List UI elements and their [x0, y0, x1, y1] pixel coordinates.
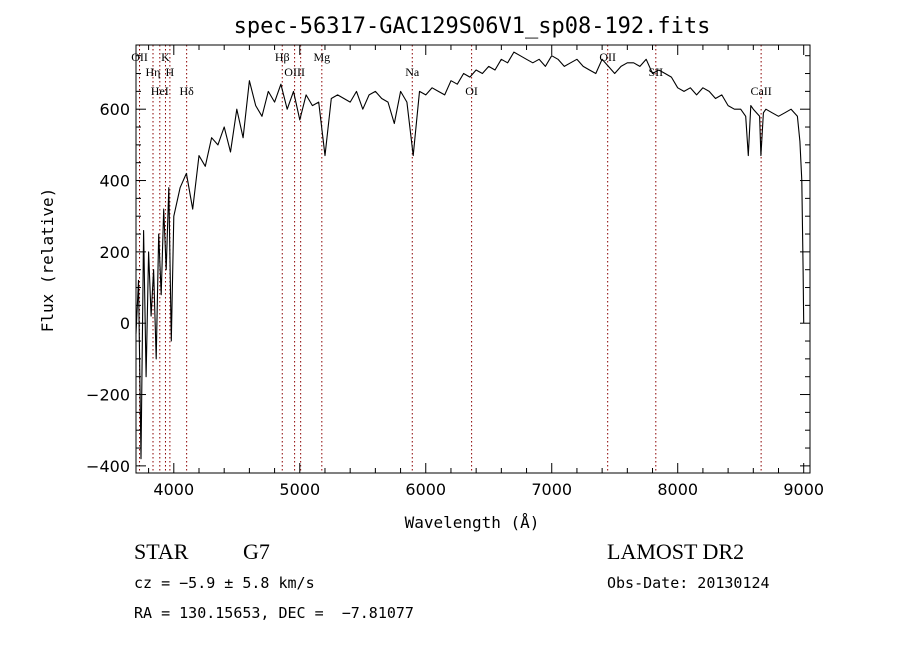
y-tick-label: −200	[86, 386, 130, 405]
y-tick-label: 200	[99, 243, 130, 262]
line-marker-label: Na	[405, 65, 420, 79]
line-marker-label: Hη	[146, 65, 161, 79]
x-axis-label: Wavelength (Å)	[405, 513, 540, 532]
line-marker-label: CaII	[750, 84, 771, 98]
chart-title: spec-56317-GAC129S06V1_sp08-192.fits	[234, 14, 711, 39]
line-marker-label: OII	[131, 50, 148, 64]
redshift-text: cz = −5.9 ± 5.8 km/s	[134, 574, 315, 592]
x-tick-label: 7000	[531, 480, 572, 499]
y-tick-label: −400	[86, 457, 130, 476]
object-subclass: G7	[243, 539, 270, 564]
coordinates-text: RA = 130.15653, DEC = −7.81077	[134, 604, 414, 622]
y-tick-label: 0	[120, 314, 130, 333]
line-marker-label: SII	[648, 65, 663, 79]
survey-name: LAMOST DR2	[607, 539, 745, 564]
line-marker-label: Hβ	[275, 50, 290, 64]
flux-series	[135, 51, 805, 460]
y-tick-label: 600	[99, 100, 130, 119]
y-tick-label: 400	[99, 172, 130, 191]
x-tick-label: 8000	[657, 480, 698, 499]
observation-date: Obs-Date: 20130124	[607, 574, 770, 592]
plot-frame	[135, 44, 811, 474]
x-tick-label: 4000	[153, 480, 194, 499]
spectral-line-markers	[139, 45, 762, 473]
object-type: STAR	[134, 539, 189, 564]
line-marker-label: OII	[599, 50, 616, 64]
line-marker-label: HeI	[151, 84, 169, 98]
line-marker-label: Mg	[313, 50, 330, 64]
x-tick-label: 9000	[783, 480, 824, 499]
line-marker-label: K	[161, 50, 170, 64]
line-marker-label: Hδ	[179, 84, 194, 98]
x-tick-label: 5000	[279, 480, 320, 499]
x-tick-label: 6000	[405, 480, 446, 499]
line-marker-label: OIII	[284, 65, 305, 79]
series-line	[135, 51, 805, 460]
line-marker-label: OI	[465, 84, 478, 98]
y-axis-label: Flux (relative)	[38, 188, 57, 333]
axes: 4000 5000 6000 7000 8000 9000 −400 −200 0 200 400 6…	[86, 44, 824, 499]
line-marker-label: H	[166, 65, 175, 79]
